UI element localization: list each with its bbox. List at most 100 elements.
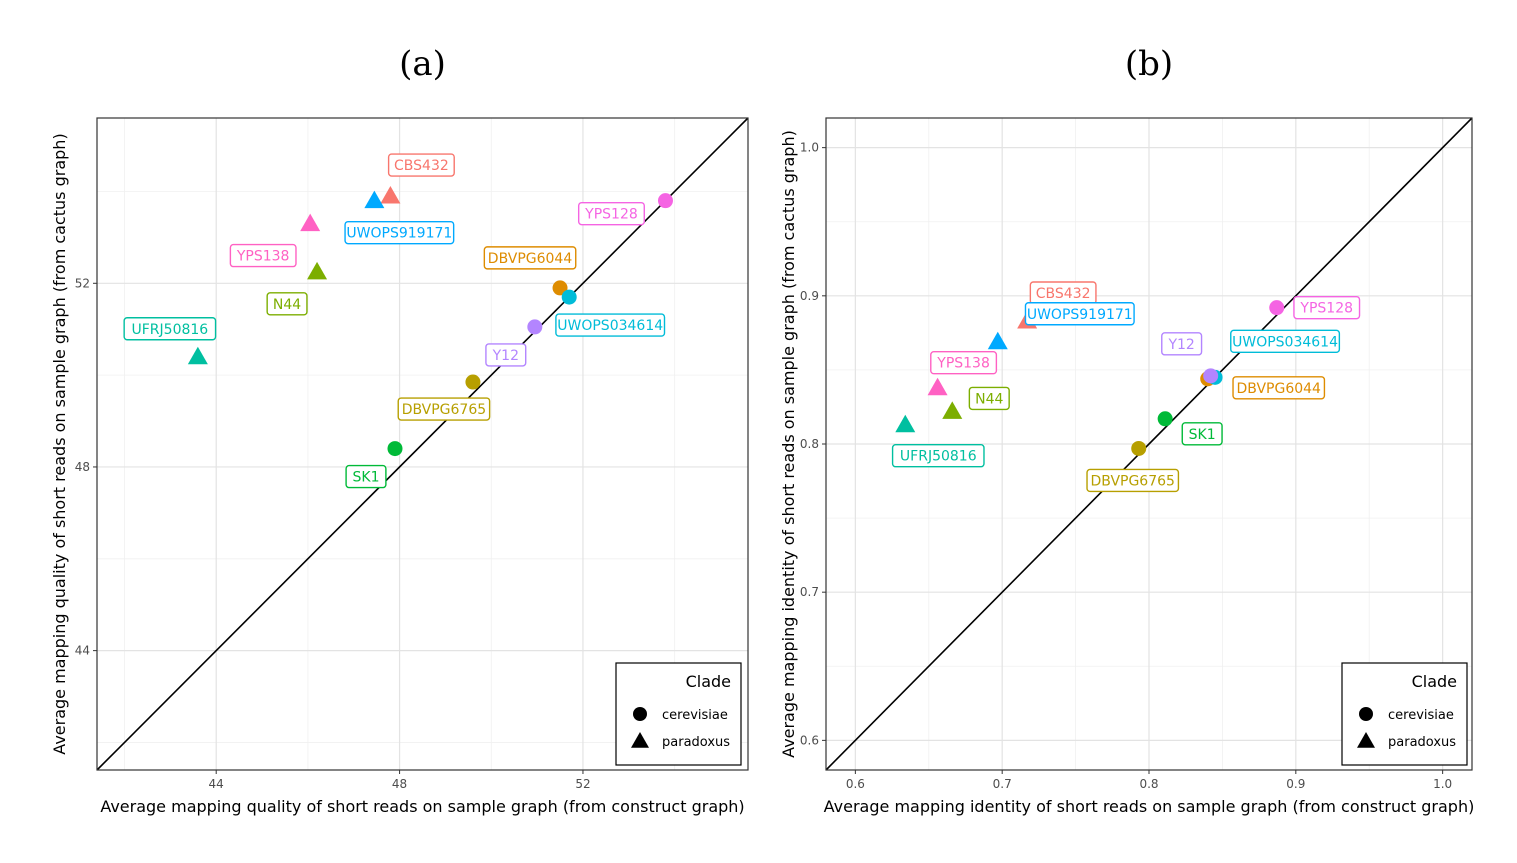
point-label-box	[387, 153, 455, 177]
point-label: N44	[975, 391, 1003, 407]
point-dbvpg6765	[1131, 440, 1147, 456]
point-label-box	[344, 220, 455, 245]
point-label: SK1	[353, 470, 380, 486]
point-uwops919171	[987, 331, 1008, 350]
plot-border	[96, 117, 749, 771]
y-tick-label: 48	[75, 460, 90, 474]
legend-title: Clade	[686, 672, 731, 691]
point-label: UFRJ50816	[900, 449, 977, 465]
point-label-box	[123, 317, 217, 341]
legend-entry-label: cerevisiae	[1388, 708, 1454, 723]
legend-circle-key	[1359, 707, 1373, 721]
point-label: YPS138	[936, 356, 990, 372]
point-label-box	[1161, 332, 1203, 356]
point-yps138	[927, 377, 948, 396]
point-label-box	[1293, 295, 1361, 320]
point-dbvpg6765	[465, 374, 481, 390]
legend-entry-label: paradoxus	[1388, 735, 1456, 750]
point-label: YPS138	[236, 249, 290, 265]
point-label: DBVPG6765	[402, 402, 486, 418]
x-tick-label: 1.0	[1433, 777, 1452, 791]
point-label-box	[1181, 422, 1223, 446]
point-label: UWOPS919171	[346, 226, 452, 242]
point-label-box	[345, 464, 387, 489]
point-label-box	[968, 386, 1010, 411]
legend-title: Clade	[1412, 672, 1457, 691]
x-tick-label: 0.9	[1286, 777, 1305, 791]
x-tick-label: 48	[392, 777, 407, 791]
point-ufrj50816	[187, 346, 208, 365]
diagonal-line	[825, 117, 1473, 771]
y-tick-label: 0.9	[800, 289, 819, 303]
point-label: UWOPS919171	[1027, 307, 1133, 323]
point-label: UFRJ50816	[132, 322, 209, 338]
x-axis-title: Average mapping quality of short reads o…	[100, 797, 744, 816]
point-label: UWOPS034614	[557, 318, 663, 334]
legend-triangle-key	[631, 732, 649, 748]
point-label: N44	[273, 297, 301, 313]
point-label: YPS128	[1299, 301, 1353, 317]
panel-title: (a)	[399, 44, 446, 84]
point-label-box	[483, 246, 577, 270]
x-tick-label: 0.8	[1139, 777, 1158, 791]
y-tick-label: 0.8	[800, 437, 819, 451]
point-label: Y12	[492, 348, 519, 364]
point-label: CBS432	[1036, 286, 1091, 302]
legend-circle-key	[633, 707, 647, 721]
point-y12	[1203, 368, 1219, 384]
point-label-box	[891, 444, 985, 468]
point-label-box	[266, 292, 308, 316]
y-tick-label: 0.7	[800, 585, 819, 599]
point-label: CBS432	[394, 158, 449, 174]
point-sk1	[1157, 411, 1173, 427]
legend-triangle-key	[1357, 732, 1375, 748]
y-tick-label: 1.0	[800, 141, 819, 155]
point-label-box	[555, 313, 666, 337]
point-label-box	[485, 343, 527, 367]
x-tick-label: 44	[209, 777, 224, 791]
y-tick-label: 52	[75, 276, 90, 290]
point-label-box	[1230, 329, 1341, 354]
point-label: SK1	[1189, 427, 1216, 443]
y-axis-title: Average mapping quality of short reads o…	[50, 133, 69, 754]
point-label: DBVPG6044	[1237, 381, 1322, 397]
point-yps128	[1269, 300, 1285, 316]
point-label-box	[1232, 376, 1326, 400]
point-label-box	[229, 243, 297, 268]
y-tick-label: 44	[75, 644, 90, 658]
point-dbvpg6044	[552, 280, 568, 296]
point-label: UWOPS034614	[1232, 334, 1338, 350]
point-label-box	[577, 201, 645, 226]
point-label-box	[930, 350, 998, 375]
y-tick-label: 0.6	[800, 733, 819, 747]
x-tick-label: 0.6	[846, 777, 865, 791]
x-tick-label: 0.7	[993, 777, 1012, 791]
point-n44	[307, 261, 328, 280]
point-y12	[527, 319, 543, 335]
panel-title: (b)	[1125, 44, 1173, 84]
point-label-box	[1024, 302, 1135, 326]
point-cbs432	[380, 186, 401, 204]
legend-entry-label: cerevisiae	[662, 708, 728, 723]
point-yps138	[300, 213, 321, 232]
point-uwops919171	[364, 190, 385, 209]
point-label-box	[1086, 468, 1180, 493]
point-label: DBVPG6765	[1090, 473, 1174, 489]
x-axis-title: Average mapping identity of short reads …	[824, 797, 1475, 816]
point-ufrj50816	[895, 414, 916, 433]
point-sk1	[387, 441, 403, 457]
chart-panel-a: 44 48 52 44 48 52 Average mapping quality of s…	[50, 44, 749, 816]
point-label-box	[397, 397, 491, 421]
point-label: YPS128	[584, 207, 638, 223]
point-yps128	[657, 193, 673, 209]
diagonal-line	[96, 117, 749, 771]
point-uwops034614	[561, 289, 577, 305]
point-label: DBVPG6044	[488, 251, 573, 267]
x-tick-label: 52	[575, 777, 590, 791]
point-label: Y12	[1167, 337, 1194, 353]
legend-entry-label: paradoxus	[662, 735, 730, 750]
y-axis-title: Average mapping identity of short reads …	[779, 130, 798, 758]
point-n44	[942, 401, 963, 419]
